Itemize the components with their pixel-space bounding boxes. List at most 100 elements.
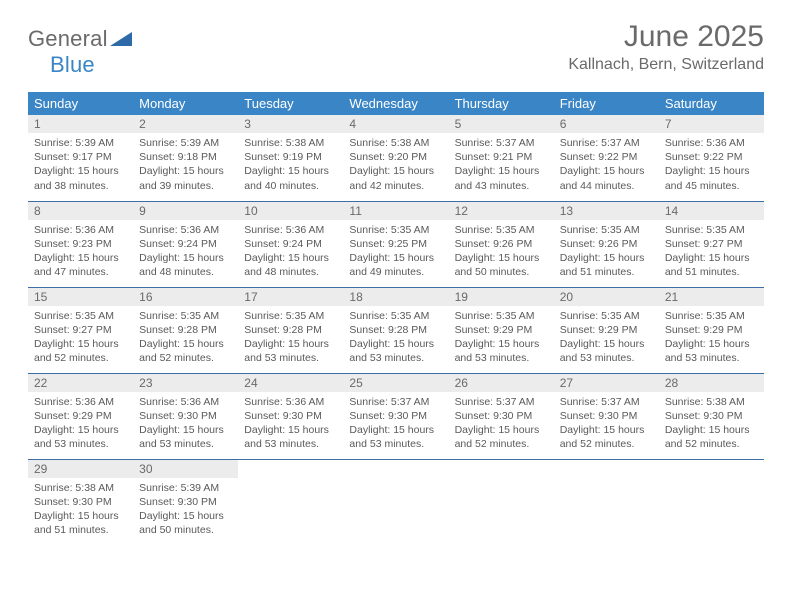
sunrise-text: Sunrise: 5:35 AM bbox=[34, 309, 127, 323]
day-number: 26 bbox=[449, 374, 554, 392]
day-number: 8 bbox=[28, 202, 133, 220]
day-body: Sunrise: 5:35 AMSunset: 9:25 PMDaylight:… bbox=[343, 220, 448, 286]
day-body: Sunrise: 5:35 AMSunset: 9:26 PMDaylight:… bbox=[449, 220, 554, 286]
day-number: 3 bbox=[238, 115, 343, 133]
sunrise-text: Sunrise: 5:35 AM bbox=[560, 223, 653, 237]
day-number: 23 bbox=[133, 374, 238, 392]
sunset-text: Sunset: 9:30 PM bbox=[34, 495, 127, 509]
calendar-cell: 23Sunrise: 5:36 AMSunset: 9:30 PMDayligh… bbox=[133, 373, 238, 459]
daylight-text-line1: Daylight: 15 hours bbox=[34, 423, 127, 437]
calendar-cell: 6Sunrise: 5:37 AMSunset: 9:22 PMDaylight… bbox=[554, 115, 659, 201]
day-number: 4 bbox=[343, 115, 448, 133]
daylight-text-line1: Daylight: 15 hours bbox=[349, 164, 442, 178]
sunrise-text: Sunrise: 5:35 AM bbox=[349, 223, 442, 237]
daylight-text-line2: and 50 minutes. bbox=[139, 523, 232, 537]
day-number: 28 bbox=[659, 374, 764, 392]
calendar-cell bbox=[449, 459, 554, 545]
day-body: Sunrise: 5:38 AMSunset: 9:20 PMDaylight:… bbox=[343, 133, 448, 199]
day-body: Sunrise: 5:36 AMSunset: 9:29 PMDaylight:… bbox=[28, 392, 133, 458]
sunrise-text: Sunrise: 5:38 AM bbox=[34, 481, 127, 495]
day-body: Sunrise: 5:36 AMSunset: 9:30 PMDaylight:… bbox=[238, 392, 343, 458]
daylight-text-line2: and 51 minutes. bbox=[665, 265, 758, 279]
daylight-text-line1: Daylight: 15 hours bbox=[455, 164, 548, 178]
daylight-text-line2: and 43 minutes. bbox=[455, 179, 548, 193]
sunrise-text: Sunrise: 5:37 AM bbox=[560, 395, 653, 409]
sunset-text: Sunset: 9:30 PM bbox=[665, 409, 758, 423]
day-body: Sunrise: 5:35 AMSunset: 9:29 PMDaylight:… bbox=[659, 306, 764, 372]
sunrise-text: Sunrise: 5:36 AM bbox=[244, 395, 337, 409]
daylight-text-line1: Daylight: 15 hours bbox=[34, 251, 127, 265]
sunset-text: Sunset: 9:24 PM bbox=[244, 237, 337, 251]
calendar-cell: 24Sunrise: 5:36 AMSunset: 9:30 PMDayligh… bbox=[238, 373, 343, 459]
daylight-text-line2: and 39 minutes. bbox=[139, 179, 232, 193]
daylight-text-line2: and 48 minutes. bbox=[139, 265, 232, 279]
day-body: Sunrise: 5:37 AMSunset: 9:30 PMDaylight:… bbox=[554, 392, 659, 458]
calendar-row: 22Sunrise: 5:36 AMSunset: 9:29 PMDayligh… bbox=[28, 373, 764, 459]
daylight-text-line2: and 45 minutes. bbox=[665, 179, 758, 193]
daylight-text-line2: and 53 minutes. bbox=[34, 437, 127, 451]
day-number: 13 bbox=[554, 202, 659, 220]
daylight-text-line2: and 53 minutes. bbox=[665, 351, 758, 365]
logo-text-general: General bbox=[28, 26, 108, 51]
sunset-text: Sunset: 9:23 PM bbox=[34, 237, 127, 251]
sunrise-text: Sunrise: 5:38 AM bbox=[349, 136, 442, 150]
daylight-text-line2: and 53 minutes. bbox=[560, 351, 653, 365]
day-number: 18 bbox=[343, 288, 448, 306]
day-header: Monday bbox=[133, 92, 238, 115]
day-number: 25 bbox=[343, 374, 448, 392]
daylight-text-line1: Daylight: 15 hours bbox=[34, 509, 127, 523]
daylight-text-line1: Daylight: 15 hours bbox=[455, 337, 548, 351]
day-number: 9 bbox=[133, 202, 238, 220]
day-body: Sunrise: 5:36 AMSunset: 9:23 PMDaylight:… bbox=[28, 220, 133, 286]
day-body: Sunrise: 5:35 AMSunset: 9:28 PMDaylight:… bbox=[238, 306, 343, 372]
daylight-text-line1: Daylight: 15 hours bbox=[244, 251, 337, 265]
daylight-text-line2: and 42 minutes. bbox=[349, 179, 442, 193]
sunrise-text: Sunrise: 5:35 AM bbox=[349, 309, 442, 323]
day-number: 1 bbox=[28, 115, 133, 133]
calendar-cell: 11Sunrise: 5:35 AMSunset: 9:25 PMDayligh… bbox=[343, 201, 448, 287]
daylight-text-line1: Daylight: 15 hours bbox=[349, 423, 442, 437]
sunrise-text: Sunrise: 5:35 AM bbox=[665, 309, 758, 323]
calendar-cell: 3Sunrise: 5:38 AMSunset: 9:19 PMDaylight… bbox=[238, 115, 343, 201]
day-number: 20 bbox=[554, 288, 659, 306]
day-number: 15 bbox=[28, 288, 133, 306]
daylight-text-line2: and 51 minutes. bbox=[560, 265, 653, 279]
sunrise-text: Sunrise: 5:37 AM bbox=[455, 395, 548, 409]
day-number: 21 bbox=[659, 288, 764, 306]
calendar-cell: 2Sunrise: 5:39 AMSunset: 9:18 PMDaylight… bbox=[133, 115, 238, 201]
daylight-text-line1: Daylight: 15 hours bbox=[139, 509, 232, 523]
calendar-cell bbox=[238, 459, 343, 545]
calendar-cell: 25Sunrise: 5:37 AMSunset: 9:30 PMDayligh… bbox=[343, 373, 448, 459]
calendar-cell: 1Sunrise: 5:39 AMSunset: 9:17 PMDaylight… bbox=[28, 115, 133, 201]
calendar-cell bbox=[343, 459, 448, 545]
sunrise-text: Sunrise: 5:38 AM bbox=[244, 136, 337, 150]
sunrise-text: Sunrise: 5:35 AM bbox=[560, 309, 653, 323]
calendar-cell: 20Sunrise: 5:35 AMSunset: 9:29 PMDayligh… bbox=[554, 287, 659, 373]
day-number: 24 bbox=[238, 374, 343, 392]
calendar-cell: 13Sunrise: 5:35 AMSunset: 9:26 PMDayligh… bbox=[554, 201, 659, 287]
day-number: 30 bbox=[133, 460, 238, 478]
sunrise-text: Sunrise: 5:39 AM bbox=[139, 481, 232, 495]
day-number: 19 bbox=[449, 288, 554, 306]
calendar-cell: 8Sunrise: 5:36 AMSunset: 9:23 PMDaylight… bbox=[28, 201, 133, 287]
sunset-text: Sunset: 9:27 PM bbox=[34, 323, 127, 337]
day-body: Sunrise: 5:36 AMSunset: 9:30 PMDaylight:… bbox=[133, 392, 238, 458]
day-header: Tuesday bbox=[238, 92, 343, 115]
calendar-cell: 21Sunrise: 5:35 AMSunset: 9:29 PMDayligh… bbox=[659, 287, 764, 373]
day-header-row: Sunday Monday Tuesday Wednesday Thursday… bbox=[28, 92, 764, 115]
sunset-text: Sunset: 9:22 PM bbox=[560, 150, 653, 164]
day-number: 10 bbox=[238, 202, 343, 220]
daylight-text-line2: and 52 minutes. bbox=[139, 351, 232, 365]
calendar-row: 1Sunrise: 5:39 AMSunset: 9:17 PMDaylight… bbox=[28, 115, 764, 201]
sunset-text: Sunset: 9:19 PM bbox=[244, 150, 337, 164]
daylight-text-line1: Daylight: 15 hours bbox=[349, 337, 442, 351]
daylight-text-line2: and 51 minutes. bbox=[34, 523, 127, 537]
daylight-text-line1: Daylight: 15 hours bbox=[665, 251, 758, 265]
calendar-cell bbox=[659, 459, 764, 545]
sunrise-text: Sunrise: 5:35 AM bbox=[139, 309, 232, 323]
daylight-text-line2: and 52 minutes. bbox=[455, 437, 548, 451]
daylight-text-line2: and 53 minutes. bbox=[244, 437, 337, 451]
daylight-text-line1: Daylight: 15 hours bbox=[665, 337, 758, 351]
day-number: 2 bbox=[133, 115, 238, 133]
sunset-text: Sunset: 9:30 PM bbox=[139, 495, 232, 509]
